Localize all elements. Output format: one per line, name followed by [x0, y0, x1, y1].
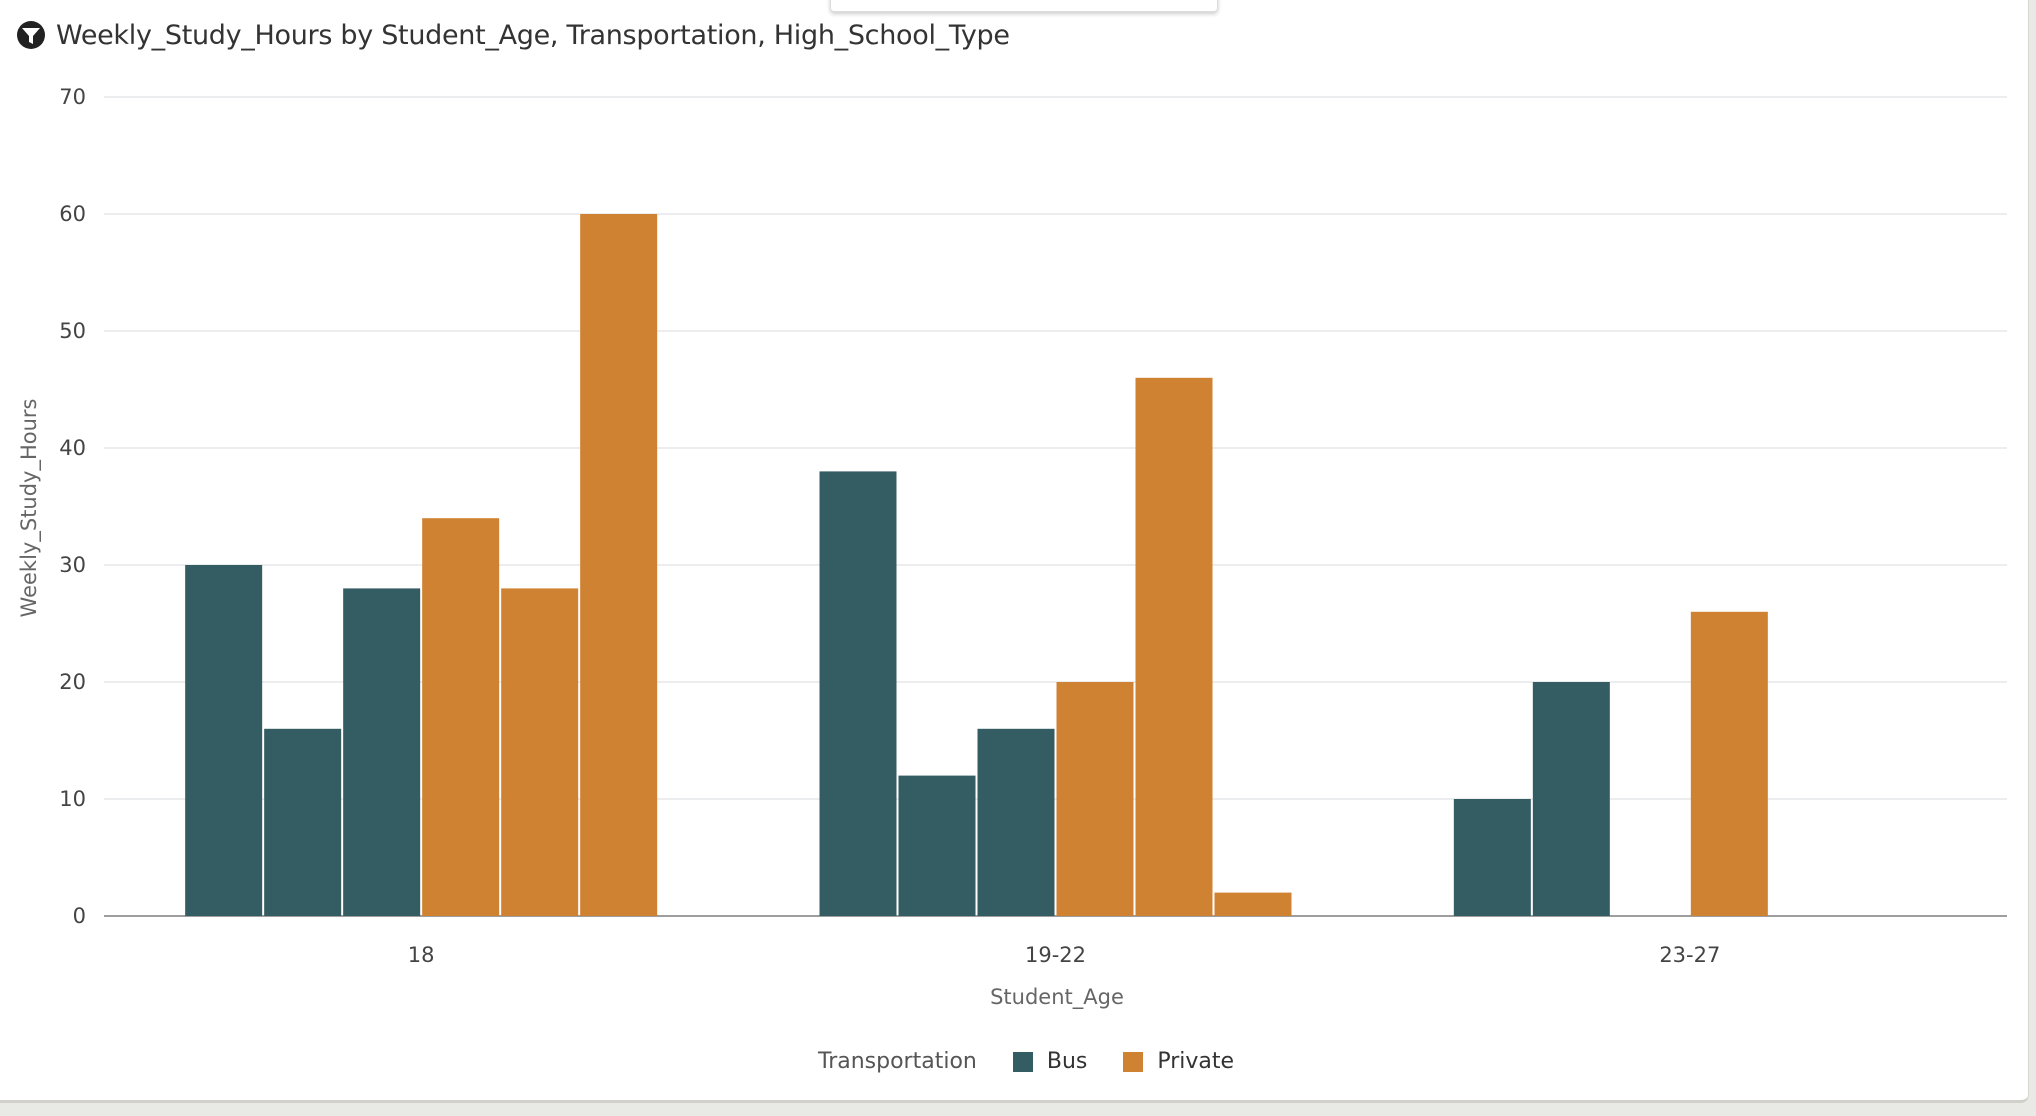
- bar-bus: [819, 471, 897, 916]
- y-tick-label: 30: [59, 553, 86, 577]
- bar-bus: [977, 728, 1055, 916]
- x-axis-label: Student_Age: [990, 985, 1124, 1010]
- legend-title: Transportation: [818, 1049, 977, 1074]
- x-tick-label: 19-22: [1025, 943, 1086, 967]
- legend-swatch-bus: [1012, 1051, 1033, 1072]
- bar-bus: [1532, 682, 1610, 916]
- bar-bus: [185, 565, 263, 916]
- y-tick-label: 40: [59, 436, 86, 460]
- popup-tab[interactable]: [830, 0, 1218, 12]
- bar-bus: [264, 728, 342, 916]
- y-tick-label: 60: [59, 202, 86, 226]
- x-tick-label: 23-27: [1659, 943, 1720, 967]
- legend-item-private[interactable]: Private: [1123, 1049, 1234, 1074]
- legend-label-bus: Bus: [1046, 1049, 1088, 1074]
- bar-private: [422, 518, 500, 916]
- y-tick-label: 50: [59, 319, 86, 343]
- bar-private: [1135, 377, 1213, 916]
- bar-private: [580, 214, 658, 916]
- bar-private: [1690, 611, 1768, 916]
- legend-item-bus[interactable]: Bus: [1012, 1049, 1088, 1074]
- bar-bus: [343, 588, 421, 916]
- legend-label-private: Private: [1157, 1049, 1235, 1074]
- y-tick-label: 0: [73, 904, 86, 928]
- bar-private: [1056, 682, 1134, 916]
- filter-icon[interactable]: [16, 20, 46, 50]
- bar-private: [501, 588, 579, 916]
- bar-bus: [1453, 799, 1531, 916]
- legend: Transportation Bus Private: [818, 1049, 1234, 1074]
- bar-bus: [898, 775, 976, 916]
- legend-swatch-private: [1123, 1051, 1144, 1072]
- y-tick-label: 70: [59, 85, 86, 109]
- chart-title: Weekly_Study_Hours by Student_Age, Trans…: [56, 20, 1010, 51]
- bar-private: [1214, 892, 1292, 916]
- y-tick-label: 20: [59, 670, 86, 694]
- y-tick-label: 10: [59, 787, 86, 811]
- x-tick-label: 18: [408, 943, 435, 967]
- y-axis-label: Weekly_Study_Hours: [17, 399, 42, 618]
